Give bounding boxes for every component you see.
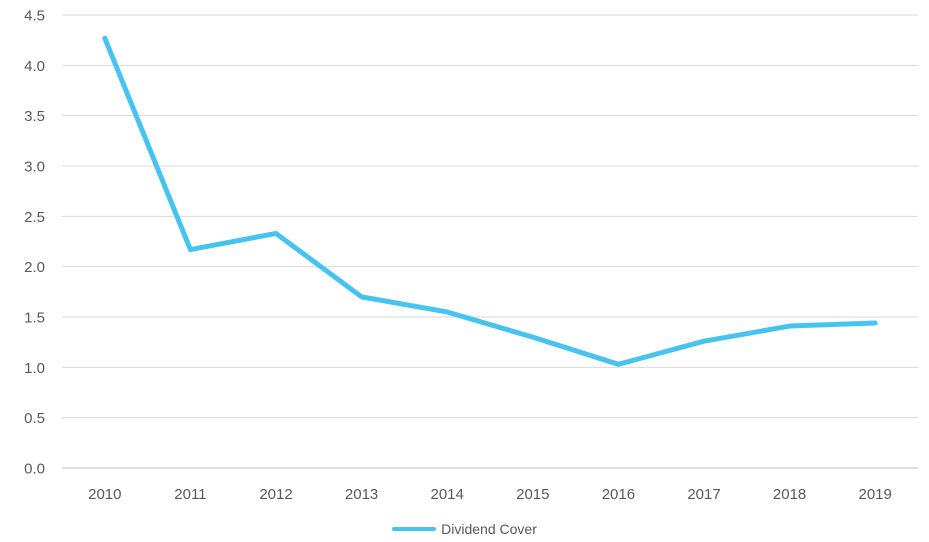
x-tick-label: 2016	[602, 486, 635, 503]
y-tick-label: 2.0	[24, 259, 45, 276]
x-tick-label: 2018	[773, 486, 806, 503]
legend: Dividend Cover	[0, 518, 929, 540]
legend-line-swatch	[392, 527, 437, 531]
x-tick-label: 2012	[259, 486, 292, 503]
x-tick-label: 2011	[174, 486, 206, 503]
y-tick-label: 0.0	[24, 461, 45, 478]
x-tick-label: 2017	[687, 486, 720, 503]
plot-area: 0.0 0.5 1.0 1.5 2.0 2.5 3.0 3.5 4.0 4.5 2010 2011 20…	[24, 8, 918, 503]
y-tick-label: 0.5	[24, 410, 45, 427]
y-tick-label: 4.5	[24, 8, 45, 25]
x-tick-label: 2014	[431, 486, 464, 503]
y-tick-label: 1.5	[24, 310, 45, 327]
x-tick-label: 2019	[859, 486, 892, 503]
y-tick-label: 3.0	[24, 159, 45, 176]
series-line	[102, 35, 878, 367]
x-tick-label: 2013	[345, 486, 378, 503]
y-tick-label: 3.5	[24, 108, 45, 125]
x-tick-label: 2015	[516, 486, 549, 503]
y-tick-label: 1.0	[24, 360, 45, 377]
y-tick-label: 4.0	[24, 58, 45, 75]
legend-label: Dividend Cover	[441, 521, 537, 537]
y-tick-label: 2.5	[24, 209, 45, 226]
x-tick-label: 2010	[88, 486, 121, 503]
